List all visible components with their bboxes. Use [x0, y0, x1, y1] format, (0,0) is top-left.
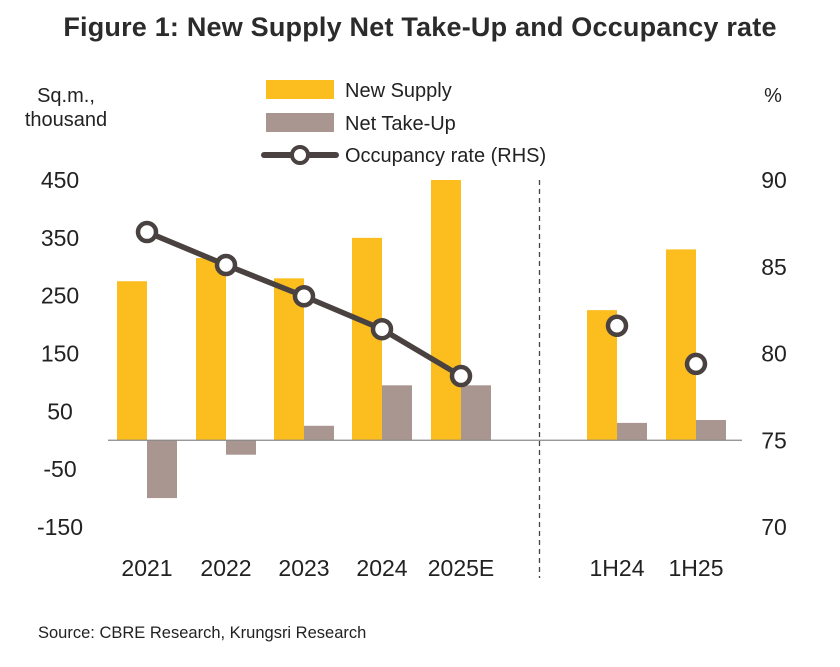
legend-label-new-supply: New Supply [345, 80, 452, 102]
left-tick-label-50: -50 [43, 456, 76, 482]
right-axis-label: % [764, 85, 782, 107]
bar-net-take-up-2021 [147, 440, 177, 499]
x-tick-label-2024: 2024 [356, 555, 407, 581]
legend-swatch-net-take-up [266, 113, 334, 132]
plot-area: 450 350 250 150 50 -50 -150 90 85 80 75 70 2021 2022 2… [37, 167, 787, 581]
left-tick-label-150: 150 [41, 341, 79, 367]
occupancy-point-2021 [135, 220, 159, 244]
x-tick-label-1h24: 1H24 [590, 555, 645, 581]
legend-swatch-new-supply [266, 80, 334, 99]
bar-net-take-up-2025e [461, 385, 491, 441]
right-tick-label-90: 90 [761, 167, 787, 193]
legend-label-occupancy: Occupancy rate (RHS) [345, 145, 546, 167]
legend: New Supply Net Take-Up Occupancy rate (R… [261, 80, 546, 167]
bar-new-supply-2022 [196, 258, 226, 441]
source-note: Source: CBRE Research, Krungsri Research [38, 624, 367, 642]
right-tick-label-75: 75 [761, 427, 787, 453]
bar-new-supply-1h25 [666, 249, 696, 441]
x-tick-label-2021: 2021 [121, 555, 172, 581]
right-tick-label-70: 70 [761, 514, 787, 540]
x-tick-label-1h25: 1H25 [669, 555, 724, 581]
left-tick-label-350: 350 [41, 225, 79, 251]
x-tick-label-2022: 2022 [200, 555, 251, 581]
left-tick-label-150: -150 [37, 514, 83, 540]
chart-title: Figure 1: New Supply Net Take-Up and Occ… [63, 12, 777, 42]
bar-net-take-up-1h24 [617, 422, 647, 441]
bar-net-take-up-2024 [382, 385, 412, 441]
occupancy-point-1h24 [605, 314, 629, 337]
occupancy-point-2024 [370, 317, 394, 341]
occupancy-point-1h25 [684, 352, 708, 376]
occupancy-point-2023 [292, 284, 316, 308]
left-axis-label-line1: Sq.m., [37, 85, 95, 107]
bar-net-take-up-2022 [226, 440, 256, 455]
occupancy-point-2022 [214, 253, 238, 277]
bar-new-supply-2021 [117, 281, 147, 441]
left-tick-label-250: 250 [41, 283, 79, 309]
bar-net-take-up-2023 [304, 425, 334, 441]
x-tick-label-2025e: 2025E [428, 555, 495, 581]
right-tick-label-85: 85 [761, 254, 787, 280]
occupancy-point-2025e [449, 364, 473, 388]
bar-net-take-up-1h25 [696, 420, 726, 441]
right-tick-label-80: 80 [761, 341, 787, 367]
bar-new-supply-2025e [431, 180, 461, 441]
legend-label-net-take-up: Net Take-Up [345, 113, 456, 135]
left-tick-label-450: 450 [41, 167, 79, 193]
left-axis-label-line2: thousand [25, 109, 107, 131]
legend-marker-occupancy [290, 145, 310, 165]
left-tick-label-50: 50 [47, 398, 73, 424]
x-tick-label-2023: 2023 [278, 555, 329, 581]
